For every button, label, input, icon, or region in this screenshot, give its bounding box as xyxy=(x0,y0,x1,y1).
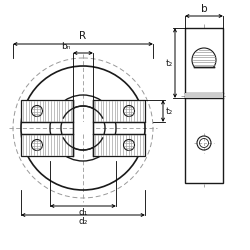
Bar xyxy=(21,134,73,156)
Bar xyxy=(93,100,145,122)
Text: b: b xyxy=(201,4,207,14)
Bar xyxy=(73,122,93,134)
Bar xyxy=(93,134,145,156)
Text: d₁: d₁ xyxy=(78,208,88,217)
Text: t₂: t₂ xyxy=(166,58,173,68)
Bar xyxy=(191,66,217,80)
Text: t₂: t₂ xyxy=(166,106,173,116)
Text: bₙ: bₙ xyxy=(62,42,71,51)
Bar xyxy=(21,100,73,122)
Text: d₂: d₂ xyxy=(78,217,88,226)
Bar xyxy=(185,93,223,98)
Text: R: R xyxy=(80,31,86,41)
Bar xyxy=(185,28,223,183)
